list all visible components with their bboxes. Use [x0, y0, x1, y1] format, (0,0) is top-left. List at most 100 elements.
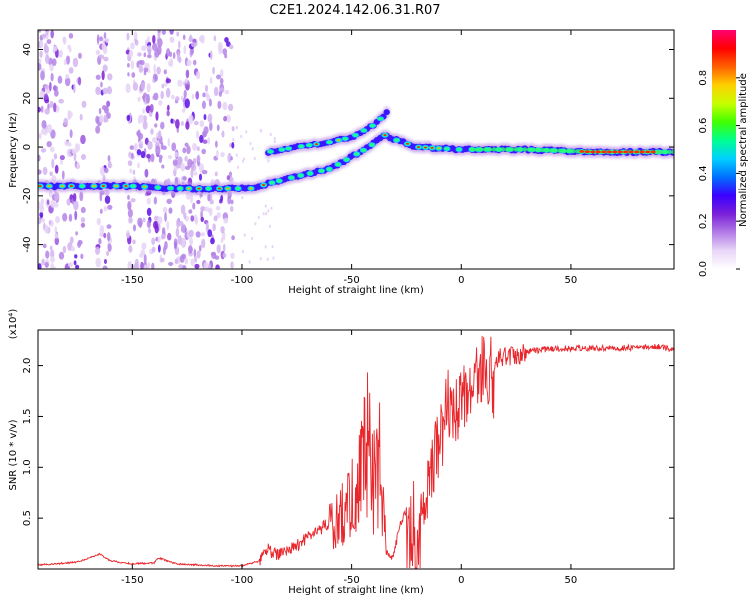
noise-speck — [151, 237, 156, 246]
noise-speck — [162, 246, 166, 256]
noise-speck — [38, 30, 42, 33]
noise-speck — [174, 151, 178, 158]
noise-speck — [106, 86, 113, 95]
noise-speck — [251, 236, 254, 241]
noise-speck — [172, 159, 179, 167]
noise-speck — [143, 115, 147, 122]
ridge-cell — [383, 109, 390, 116]
noise-speck — [228, 103, 234, 112]
noise-speck — [188, 114, 194, 125]
snr-plot-area — [38, 330, 674, 569]
noise-speck — [128, 245, 133, 253]
noise-speck — [230, 156, 233, 161]
ridge-hot-cell — [235, 186, 241, 191]
noise-speck — [220, 68, 224, 78]
x-tick-label: 50 — [565, 575, 578, 586]
noise-speck — [59, 155, 65, 161]
noise-speck — [232, 263, 235, 267]
noise-speck — [40, 218, 46, 223]
x-tick-label: 50 — [565, 275, 578, 286]
noise-speck — [39, 40, 44, 48]
ridge-peak-cell — [217, 187, 222, 190]
noise-speck — [40, 70, 45, 81]
noise-speck — [147, 228, 152, 234]
colorbar: 0.0 0.2 0.4 0.6 0.8 Normalized spectral ampl… — [698, 30, 749, 277]
figure-title: C2E1.2024.142.06.31.R07 — [269, 3, 440, 18]
noise-speck — [226, 175, 230, 181]
ridge-peak-cell — [383, 134, 387, 136]
noise-speck — [146, 197, 151, 205]
ridge-hot-cell — [354, 152, 360, 156]
noise-speck — [151, 246, 156, 253]
noise-speck — [102, 44, 108, 55]
ridge-hot-cell — [456, 147, 462, 151]
noise-speck — [168, 207, 173, 214]
noise-speck — [46, 39, 52, 45]
noise-speck — [142, 217, 146, 223]
noise-speck — [161, 227, 166, 235]
ridge-peak-cell — [405, 142, 410, 145]
noise-speck — [106, 224, 112, 229]
noise-speck — [266, 257, 269, 261]
noise-speck — [68, 33, 74, 39]
tail-band-cell — [662, 149, 668, 155]
y-tick-label: 1.0 — [22, 459, 33, 475]
noise-speck — [192, 142, 197, 152]
ridge-hot-cell — [306, 143, 312, 147]
noise-speck — [106, 250, 110, 257]
noise-speck — [267, 209, 270, 213]
noise-speck — [38, 154, 41, 162]
snr-y-axis-label: SNR (10 * v/v) — [8, 419, 19, 490]
noise-speck — [40, 148, 47, 153]
noise-speck — [201, 100, 206, 110]
snr-line-layer — [38, 335, 674, 569]
noise-speck — [211, 252, 217, 259]
noise-speck — [64, 140, 70, 147]
noise-speck — [205, 222, 209, 232]
noise-speck — [185, 69, 190, 79]
noise-speck — [103, 232, 107, 239]
noise-speck — [67, 111, 73, 119]
noise-speck — [154, 48, 160, 58]
noise-speck — [210, 237, 215, 245]
noise-speck — [50, 129, 56, 139]
noise-speck — [157, 37, 163, 48]
noise-speck — [103, 258, 107, 265]
noise-speck — [259, 257, 262, 261]
noise-speck — [58, 50, 62, 58]
noise-speck — [147, 54, 152, 59]
colorbar-tick-label: 0.0 — [698, 261, 709, 277]
noise-speck — [107, 73, 113, 81]
noise-speck — [150, 153, 155, 163]
noise-speck — [130, 42, 135, 50]
noise-speck — [49, 171, 53, 177]
noise-speck — [169, 30, 174, 35]
y-tick-label: -40 — [22, 236, 33, 252]
noise-speck — [177, 79, 183, 87]
noise-speck — [62, 36, 67, 45]
noise-speck — [222, 253, 227, 258]
noise-speck — [75, 264, 80, 269]
noise-speck — [240, 134, 243, 139]
tail-band-cell — [570, 149, 576, 154]
noise-speck — [166, 48, 171, 57]
ridge-peak-cell — [417, 146, 421, 149]
tail-band-cell — [500, 147, 506, 152]
noise-speck — [178, 40, 181, 50]
noise-speck — [160, 257, 165, 263]
noise-speck — [257, 215, 260, 220]
noise-speck — [144, 168, 149, 178]
noise-speck — [143, 264, 150, 269]
x-tick-label: -150 — [121, 275, 144, 286]
noise-speck — [198, 244, 202, 252]
noise-speck — [242, 157, 245, 161]
noise-speck — [179, 255, 185, 263]
noise-speck — [243, 233, 246, 237]
ridge-peak-cell — [423, 146, 428, 149]
noise-speck — [154, 75, 158, 82]
noise-speck — [215, 264, 220, 269]
noise-speck — [235, 153, 238, 157]
noise-speck — [137, 96, 141, 102]
noise-speck — [95, 74, 101, 80]
noise-speck — [49, 100, 54, 109]
